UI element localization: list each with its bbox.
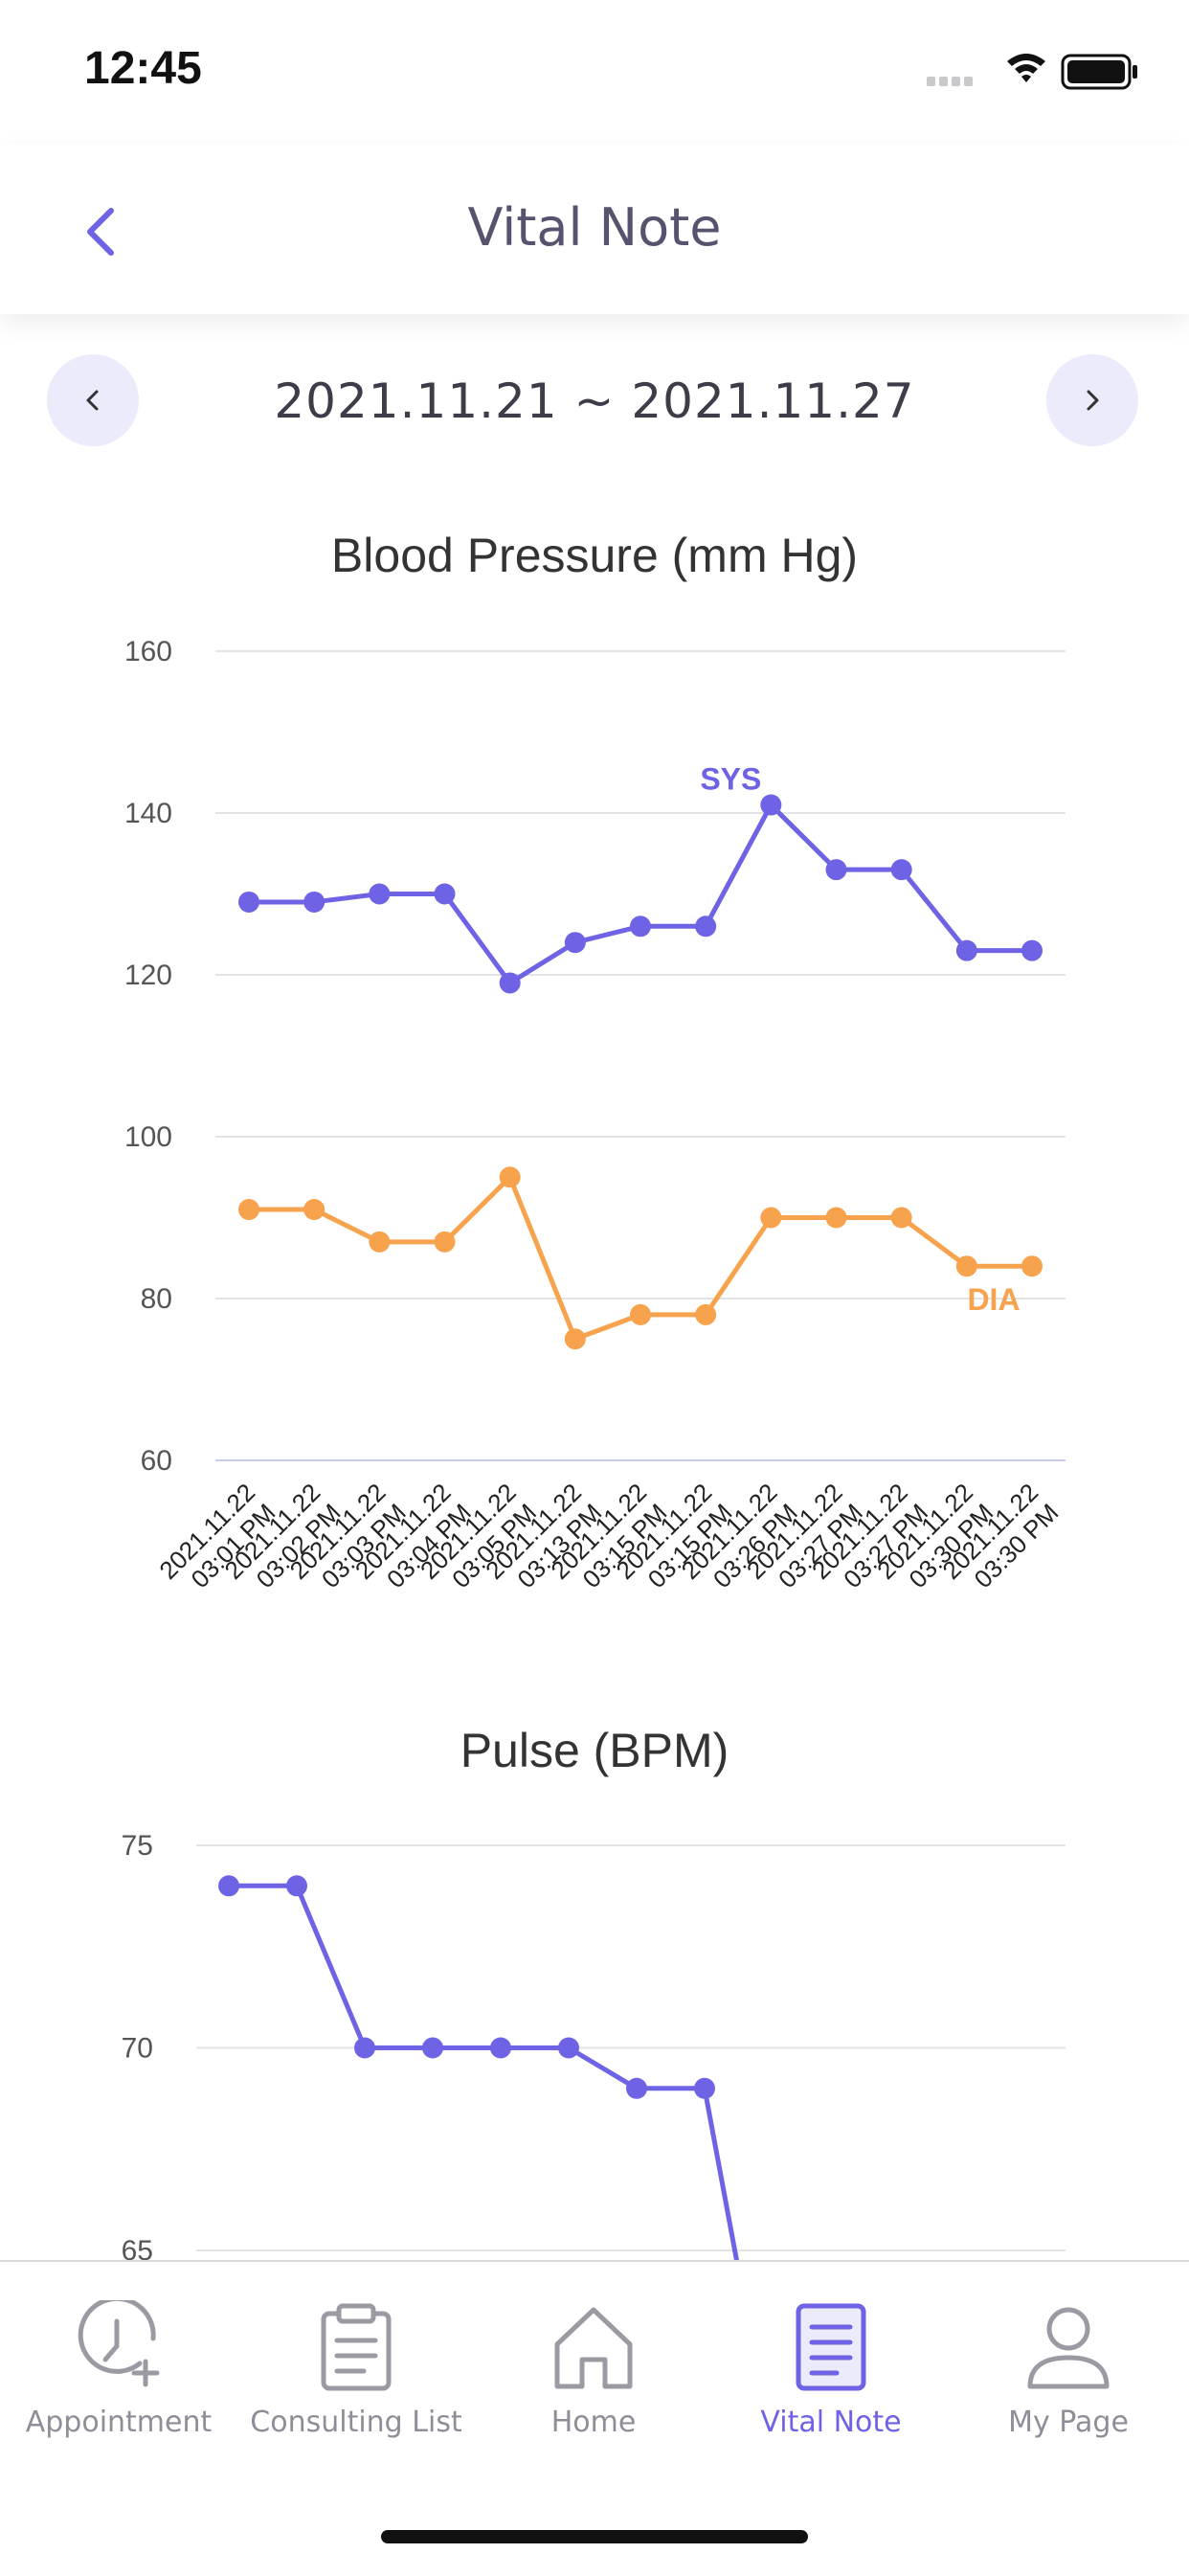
page-title: Vital Note [467,197,722,258]
data-point-pulse [626,2077,647,2099]
data-point-sys [695,915,717,938]
data-point-sys [890,859,912,881]
previous-week-button[interactable] [47,354,139,446]
data-point-sys [238,891,259,913]
data-point-dia [238,1199,259,1221]
data-point-dia [499,1166,521,1188]
data-point-sys [303,891,325,913]
data-point-dia [825,1207,847,1229]
tab-label: Vital Note [760,2406,902,2439]
status-bar: 12:45 [0,0,1189,144]
blood-pressure-chart: Blood Pressure (mm Hg)608010012014016020… [124,529,1066,1593]
y-tick-label: 70 [122,2033,153,2065]
data-point-dia [695,1303,717,1325]
data-point-dia [1021,1255,1043,1277]
data-point-dia [434,1231,456,1253]
y-tick-label: 160 [124,636,172,667]
tab-label: Appointment [25,2406,213,2439]
series-label-dia: DIA [967,1282,1020,1317]
data-point-pulse [558,2037,579,2059]
data-point-dia [760,1207,782,1229]
data-point-sys [955,939,977,961]
tab-appointment[interactable]: Appointment [0,2300,237,2444]
data-point-pulse [422,2037,443,2059]
data-point-dia [303,1199,325,1221]
data-point-sys [369,883,391,905]
data-point-dia [955,1255,977,1277]
y-tick-label: 120 [124,960,172,991]
pulse-chart: Pulse (BPM) 65 70 75 [122,1724,1066,2260]
tab-my-page[interactable]: My Page [950,2300,1187,2444]
data-point-dia [369,1231,391,1253]
y-tick-label: 140 [124,798,172,829]
data-point-sys [1021,939,1043,961]
home-indicator [381,2530,808,2543]
date-range-label: 2021.11.21 ~ 2021.11.27 [274,373,915,429]
tab-label: My Page [1008,2406,1129,2439]
chart-title: Pulse (BPM) [460,1724,729,1777]
data-point-pulse [218,1875,239,1897]
data-point-dia [890,1207,912,1229]
back-button[interactable] [75,203,132,260]
status-time: 12:45 [84,43,202,94]
cellular-signal-icon [927,77,973,86]
data-point-dia [564,1328,586,1350]
data-point-sys [630,915,651,938]
chevron-left-icon [87,208,114,256]
data-point-sys [499,972,521,994]
person-icon [1027,2307,1110,2389]
series-line-sys [249,802,1032,985]
series-label-sys: SYS [700,762,761,797]
document-lines-icon [796,2303,866,2391]
y-tick-label: 65 [122,2235,153,2260]
battery-icon [1061,54,1137,90]
data-point-pulse [490,2037,511,2059]
tab-bar: Appointment Consulting List Home Vital N… [0,2260,1189,2576]
y-tick-label: 75 [122,1830,153,1862]
y-tick-label: 60 [141,1445,172,1477]
date-navigator: 2021.11.21 ~ 2021.11.27 [0,354,1189,450]
data-point-dia [630,1303,651,1325]
home-icon [554,2307,633,2389]
tab-home[interactable]: Home [475,2300,712,2444]
tab-label: Consulting List [250,2406,462,2439]
tab-vital-note[interactable]: Vital Note [712,2300,950,2444]
status-icons [927,54,1137,90]
chart-title: Blood Pressure (mm Hg) [331,529,858,582]
data-point-sys [825,859,847,881]
tab-label: Home [550,2406,637,2439]
data-point-sys [434,883,456,905]
chevron-left-icon [86,390,99,411]
clock-plus-icon [78,2300,160,2387]
nav-header: Vital Note [0,144,1189,314]
y-tick-label: 100 [124,1121,172,1153]
series-line-pulse [229,1883,739,2260]
wifi-icon [1007,54,1045,82]
y-tick-label: 80 [141,1283,172,1315]
chevron-right-icon [1087,390,1099,411]
tab-consulting-list[interactable]: Consulting List [237,2300,475,2444]
clipboard-icon [321,2303,392,2391]
data-point-sys [760,794,782,816]
data-point-pulse [286,1875,307,1897]
next-week-button[interactable] [1046,354,1138,446]
data-point-pulse [354,2037,375,2059]
data-point-sys [564,932,586,954]
data-point-pulse [694,2077,715,2099]
